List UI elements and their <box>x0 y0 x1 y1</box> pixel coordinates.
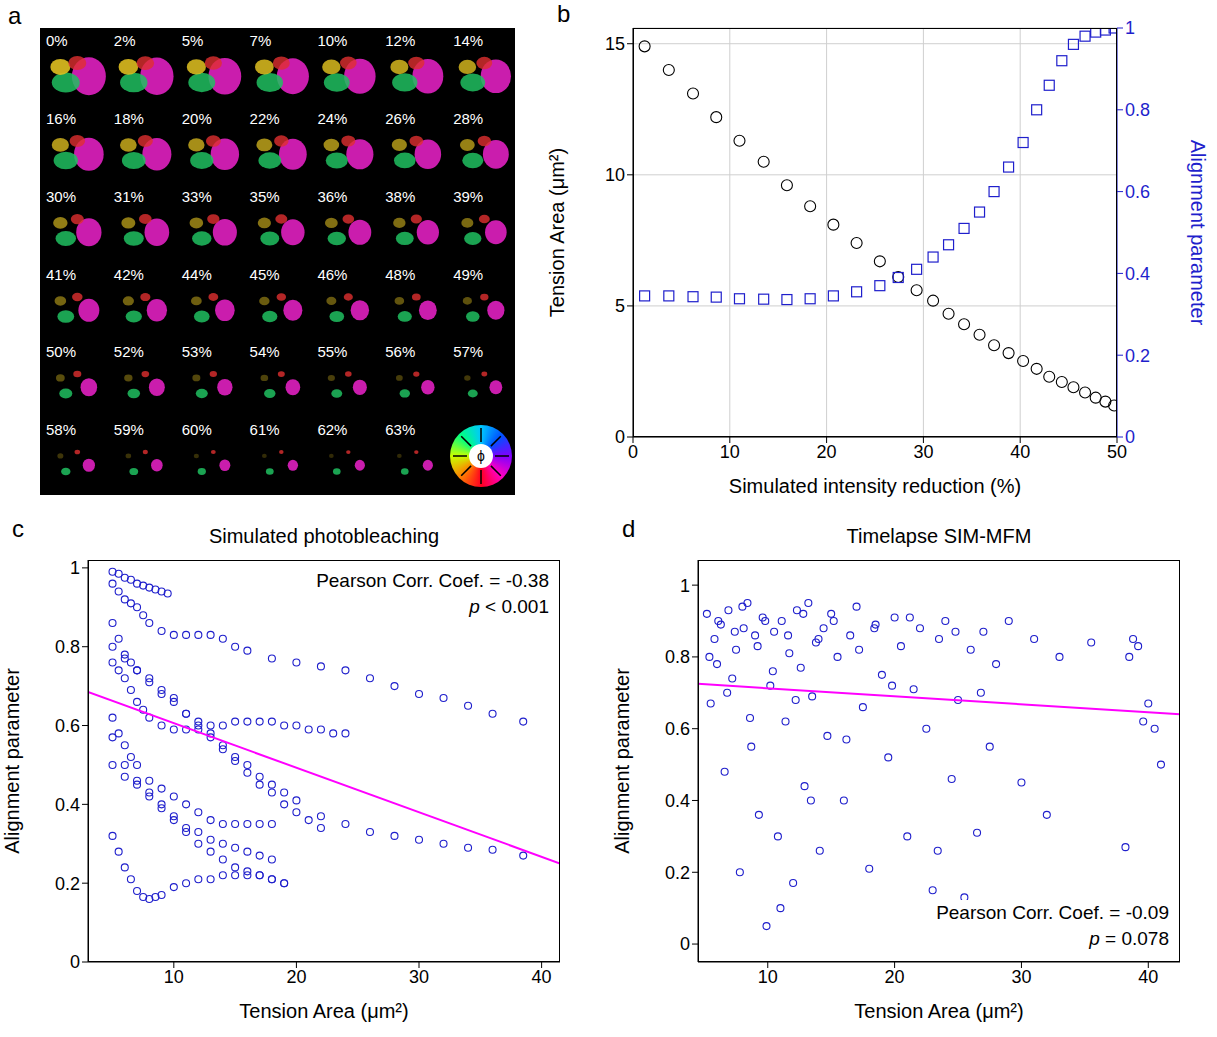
svg-text:Alignment parameter: Alignment parameter <box>611 668 633 854</box>
html-text:44%: 44% <box>181 265 212 283</box>
svg-text:30: 30 <box>1011 967 1031 987</box>
svg-text:50: 50 <box>1107 442 1127 462</box>
html-text:41%: 41% <box>46 265 76 283</box>
svg-text:10: 10 <box>164 967 184 987</box>
svg-text:40: 40 <box>1010 442 1030 462</box>
html-text:18%: 18% <box>113 109 144 127</box>
html-text:Timelapse SIM-MFM: Timelapse SIM-MFM <box>846 525 1032 547</box>
html-text:45%: 45% <box>249 265 280 283</box>
html-text:55%: 55% <box>317 343 348 361</box>
svg-text:0.8: 0.8 <box>1125 100 1150 120</box>
svg-text:0.2: 0.2 <box>55 874 80 894</box>
html-text:b: b <box>557 0 571 27</box>
html-text:28%: 28% <box>453 109 484 127</box>
html-text:56%: 56% <box>385 343 416 361</box>
svg-text:0.6: 0.6 <box>665 719 690 739</box>
html-text:50%: 50% <box>46 343 76 361</box>
html-text:2%: 2% <box>113 32 136 49</box>
html-text:Pearson Corr. Coef. = -0.38: Pearson Corr. Coef. = -0.38 <box>316 570 549 591</box>
svg-text:Tension Area (μm²): Tension Area (μm²) <box>546 148 568 317</box>
svg-text:0.4: 0.4 <box>55 795 80 815</box>
svg-text:5: 5 <box>615 296 625 316</box>
svg-text:20: 20 <box>885 967 905 987</box>
html-text:a: a <box>8 2 22 29</box>
svg-text:Alignment parameter: Alignment parameter <box>1187 140 1209 326</box>
html-text:5%: 5% <box>181 32 204 49</box>
html-text:61%: 61% <box>249 421 280 439</box>
html-text:d: d <box>622 515 636 542</box>
html-text:24%: 24% <box>317 109 348 127</box>
svg-text:20: 20 <box>817 442 837 462</box>
html-text:63%: 63% <box>385 421 416 439</box>
svg-text:Tension Area (μm²): Tension Area (μm²) <box>854 1000 1023 1022</box>
svg-text:0: 0 <box>680 934 690 954</box>
svg-text:0: 0 <box>1125 427 1135 447</box>
html-text:54%: 54% <box>249 343 280 361</box>
html-text:7%: 7% <box>249 32 272 49</box>
svg-text:0.6: 0.6 <box>1125 182 1150 202</box>
html-text:59%: 59% <box>113 421 144 439</box>
html-text:39%: 39% <box>453 187 484 205</box>
html-text:35%: 35% <box>249 187 280 205</box>
svg-text:0.4: 0.4 <box>1125 264 1150 284</box>
html-text:58%: 58% <box>46 421 76 439</box>
svg-text:0: 0 <box>70 952 80 972</box>
html-text:30%: 30% <box>46 187 76 205</box>
svg-text:0.2: 0.2 <box>665 863 690 883</box>
html-text:57%: 57% <box>453 343 484 361</box>
svg-text:1: 1 <box>680 576 690 596</box>
svg-text:10: 10 <box>720 442 740 462</box>
html-text:p = 0.078: p = 0.078 <box>1089 928 1169 949</box>
html-text:49%: 49% <box>453 265 484 283</box>
html-text:48%: 48% <box>385 265 416 283</box>
svg-text:15: 15 <box>605 34 625 54</box>
html-text:46%: 46% <box>317 265 348 283</box>
html-text:16%: 16% <box>46 109 76 127</box>
html-text:22%: 22% <box>249 109 280 127</box>
svg-text:20: 20 <box>286 967 306 987</box>
svg-text:0.2: 0.2 <box>1125 346 1150 366</box>
svg-text:0.4: 0.4 <box>665 791 690 811</box>
svg-text:0: 0 <box>628 442 638 462</box>
html-text:20%: 20% <box>181 109 212 127</box>
html-text:31%: 31% <box>113 187 144 205</box>
svg-text:Simulated intensity reduction: Simulated intensity reduction (%) <box>729 475 1021 497</box>
html-text:14%: 14% <box>453 32 484 49</box>
html-text:26%: 26% <box>385 109 416 127</box>
html-text:c: c <box>12 515 24 542</box>
html-text:53%: 53% <box>181 343 212 361</box>
svg-text:1: 1 <box>1125 18 1135 38</box>
svg-text:0.8: 0.8 <box>665 647 690 667</box>
svg-text:1: 1 <box>70 558 80 578</box>
html-text:0%: 0% <box>46 32 68 49</box>
svg-text:Tension Area (μm²): Tension Area (μm²) <box>239 1000 408 1022</box>
html-text:38%: 38% <box>385 187 416 205</box>
svg-text:0.6: 0.6 <box>55 716 80 736</box>
html-text:Pearson Corr. Coef. = -0.09: Pearson Corr. Coef. = -0.09 <box>936 902 1169 923</box>
html-text:p < 0.001: p < 0.001 <box>469 596 549 617</box>
svg-text:ϕ: ϕ <box>477 448 485 464</box>
html-text:36%: 36% <box>317 187 348 205</box>
svg-text:10: 10 <box>605 165 625 185</box>
html-text:Simulated photobleaching: Simulated photobleaching <box>208 525 440 547</box>
svg-text:0.8: 0.8 <box>55 637 80 657</box>
svg-text:40: 40 <box>1138 967 1158 987</box>
html-text:60%: 60% <box>181 421 212 439</box>
html-text:62%: 62% <box>317 421 348 439</box>
html-text:42%: 42% <box>113 265 144 283</box>
svg-text:0: 0 <box>615 427 625 447</box>
html-text:10%: 10% <box>317 32 348 49</box>
html-text:33%: 33% <box>181 187 212 205</box>
svg-text:30: 30 <box>409 967 429 987</box>
html-text:12%: 12% <box>385 32 416 49</box>
html-text:52%: 52% <box>113 343 144 361</box>
svg-text:10: 10 <box>758 967 778 987</box>
svg-text:40: 40 <box>532 967 552 987</box>
svg-text:Alignment parameter: Alignment parameter <box>1 668 23 854</box>
svg-text:30: 30 <box>913 442 933 462</box>
